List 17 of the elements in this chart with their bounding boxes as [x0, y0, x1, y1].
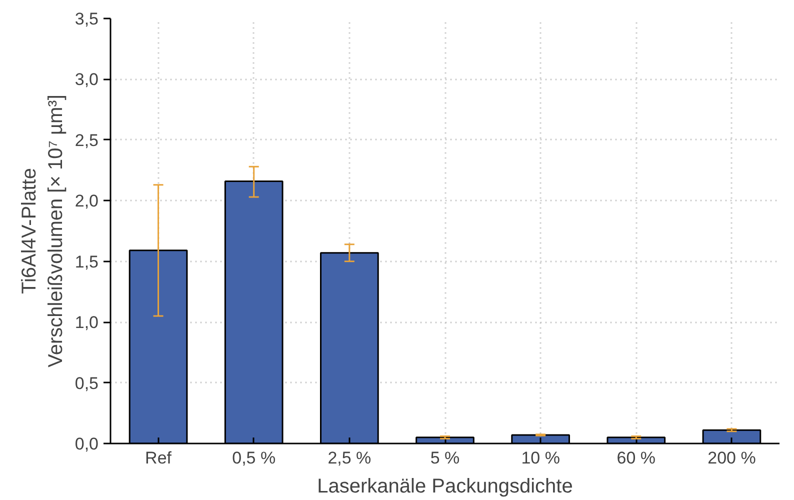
x-tick-label: 60 % — [616, 448, 656, 468]
y-axis-title: Ti6Al4V-Platte Verschleißvolumen [× 10⁷ µm³] — [18, 94, 67, 368]
x-tick-label: 5 % — [430, 448, 460, 468]
x-axis-title: Laserkanäle Packungsdichte — [317, 476, 573, 498]
y-tick-label: 3,5 — [74, 10, 99, 28]
y-tick-label: 0,5 — [74, 374, 99, 393]
y-tick-label: 1,0 — [74, 313, 99, 332]
x-tick-label: 200 % — [708, 448, 756, 468]
y-tick-label: 2,0 — [74, 192, 99, 211]
y-tick-label: 3,0 — [74, 70, 99, 90]
y-tick-label: 0,0 — [74, 434, 99, 454]
y-tick-label: 2,5 — [74, 130, 99, 150]
x-tick-label: 0,5 % — [232, 448, 276, 468]
x-tick-label: 10 % — [521, 448, 560, 468]
y-tick-label: 1,5 — [74, 252, 99, 272]
x-tick-label: Ref — [145, 448, 172, 468]
x-tick-label: 2,5 % — [328, 448, 372, 468]
